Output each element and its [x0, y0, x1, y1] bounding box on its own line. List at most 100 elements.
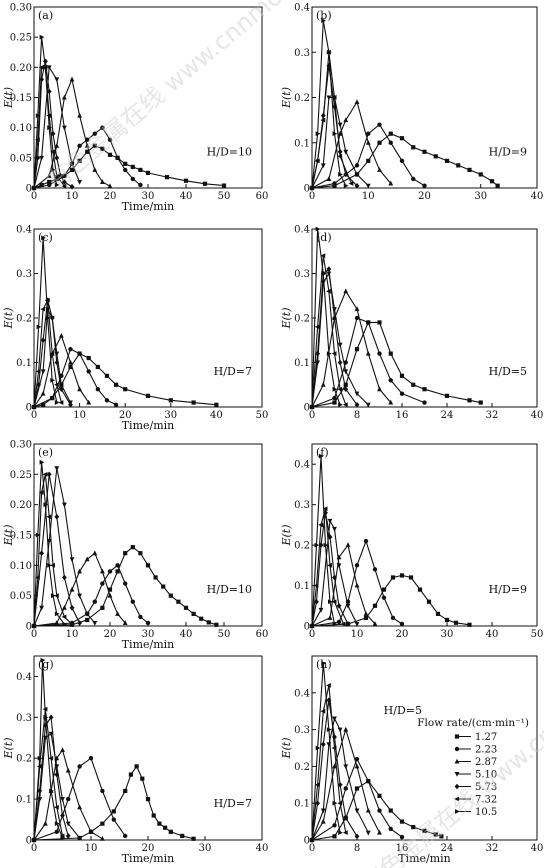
data-point [54, 176, 59, 182]
data-point [77, 179, 82, 185]
series-line [311, 716, 369, 841]
data-point [363, 538, 369, 544]
data-point [54, 77, 60, 83]
data-point [326, 95, 332, 101]
series-7 [310, 226, 343, 410]
data-point [354, 756, 360, 762]
y-tick-label: 0.10 [10, 123, 32, 134]
data-point [100, 568, 105, 574]
data-point [153, 575, 158, 580]
data-point [354, 401, 360, 408]
data-point [32, 623, 37, 629]
data-point [408, 575, 414, 580]
data-point [320, 381, 326, 387]
data-point [58, 333, 64, 338]
data-point [332, 181, 337, 186]
data-point [326, 271, 332, 277]
data-point [123, 581, 128, 586]
y-tick-label: 0.4 [16, 672, 32, 683]
data-point [332, 526, 337, 532]
data-point [332, 183, 337, 188]
data-point [354, 315, 360, 321]
data-point [69, 586, 75, 592]
data-point [345, 603, 351, 609]
data-point [107, 587, 113, 592]
data-point [366, 778, 371, 784]
data-point [145, 620, 151, 626]
data-point [354, 163, 360, 168]
data-point [123, 167, 128, 173]
x-tick-label: 40 [486, 629, 499, 640]
data-point [35, 369, 41, 374]
series-2 [309, 315, 427, 410]
data-point [145, 170, 151, 176]
plot-frame [33, 228, 263, 408]
data-point [51, 593, 56, 599]
data-point [100, 835, 105, 841]
y-tick-label: 0 [26, 836, 32, 847]
series-line [33, 300, 71, 408]
data-point [92, 550, 98, 556]
data-point [85, 617, 90, 623]
x-tick-label: 10 [362, 191, 375, 202]
data-point [43, 502, 49, 508]
data-point [145, 393, 151, 398]
data-point [354, 347, 360, 352]
data-point [342, 402, 348, 408]
chart-panel-8: 0 8 16 24 32 4000.10.20.30.4Time/minE(t)(h)H/… [280, 655, 543, 865]
data-point [320, 741, 326, 748]
x-tick-label: 10 [73, 410, 86, 421]
x-tick-label: 0 [309, 410, 315, 421]
legend-label: 7.32 [475, 795, 497, 806]
data-point [365, 402, 371, 408]
y-tick-label: 0.1 [294, 358, 310, 369]
data-point [183, 605, 189, 610]
data-point [411, 145, 416, 150]
data-point [100, 146, 105, 151]
data-point [388, 131, 393, 136]
data-point [88, 829, 94, 834]
data-point [92, 620, 98, 626]
data-point [40, 337, 46, 344]
data-point [467, 167, 472, 172]
data-point [62, 621, 68, 627]
data-point [69, 605, 75, 611]
series-7 [32, 459, 68, 629]
x-tick-label: 10 [66, 191, 79, 202]
data-point [377, 140, 382, 145]
data-point [310, 837, 315, 843]
data-point [332, 716, 337, 722]
data-point [69, 557, 75, 563]
data-point [365, 830, 371, 836]
data-point [68, 346, 73, 352]
data-point [54, 173, 59, 179]
data-point [332, 763, 337, 769]
data-point [338, 402, 343, 408]
data-point [47, 562, 52, 568]
y-tick-label: 0.1 [294, 581, 310, 592]
data-point [107, 592, 113, 598]
series-line [311, 228, 341, 408]
x-tick-label: 24 [441, 843, 454, 854]
data-point [354, 786, 360, 791]
data-point [77, 620, 82, 626]
y-tick-label: 0.25 [10, 33, 32, 44]
data-point [365, 350, 371, 356]
data-point [381, 587, 387, 592]
y-tick-label: 0.3 [294, 500, 310, 511]
data-point [85, 149, 90, 154]
data-point [327, 615, 333, 620]
data-point [37, 755, 43, 761]
data-point [320, 708, 326, 714]
data-point [123, 387, 128, 392]
x-tick-label: 32 [486, 843, 499, 854]
data-point [191, 836, 196, 841]
data-point [86, 355, 91, 361]
y-tick-label: 0.1 [294, 799, 310, 810]
data-point [326, 288, 331, 294]
data-point [43, 722, 48, 729]
series-2 [31, 346, 119, 410]
data-point [426, 599, 432, 604]
data-point [388, 399, 394, 405]
data-point [62, 94, 67, 100]
